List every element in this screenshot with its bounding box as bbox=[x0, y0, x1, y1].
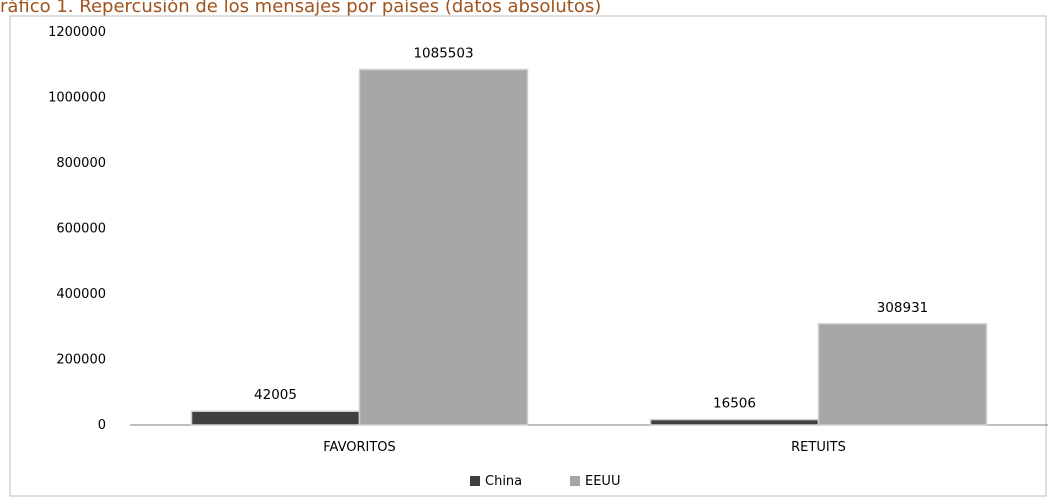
legend-swatch-china bbox=[470, 476, 480, 486]
y-tick-label: 0 bbox=[98, 418, 106, 433]
bar-china-retuits bbox=[651, 420, 819, 425]
legend-label-china: China bbox=[485, 474, 522, 489]
x-axis-categories: FAVORITOS RETUITS bbox=[323, 440, 846, 455]
bars bbox=[192, 69, 987, 425]
x-category-label: RETUITS bbox=[791, 440, 846, 455]
bar-eeuu-retuits bbox=[819, 324, 987, 425]
y-tick-label: 1200000 bbox=[48, 25, 106, 40]
x-category-label: FAVORITOS bbox=[323, 440, 396, 455]
y-tick-label: 400000 bbox=[56, 287, 106, 302]
y-tick-label: 1000000 bbox=[48, 91, 106, 106]
bar-china-favoritos bbox=[192, 411, 360, 425]
legend-swatch-eeuu bbox=[570, 476, 580, 486]
y-tick-label: 800000 bbox=[56, 156, 106, 171]
y-tick-label: 600000 bbox=[56, 222, 106, 237]
data-label: 42005 bbox=[254, 387, 297, 403]
data-label: 1085503 bbox=[413, 45, 473, 61]
legend-label-eeuu: EEUU bbox=[585, 474, 620, 489]
y-tick-label: 200000 bbox=[56, 353, 106, 368]
y-axis-ticks: 0 200000 400000 600000 800000 1000000 1200000 bbox=[48, 25, 106, 433]
data-label: 16506 bbox=[713, 396, 756, 412]
legend: China EEUU bbox=[470, 474, 620, 489]
bar-eeuu-favoritos bbox=[360, 69, 528, 425]
data-label: 308931 bbox=[877, 300, 929, 316]
